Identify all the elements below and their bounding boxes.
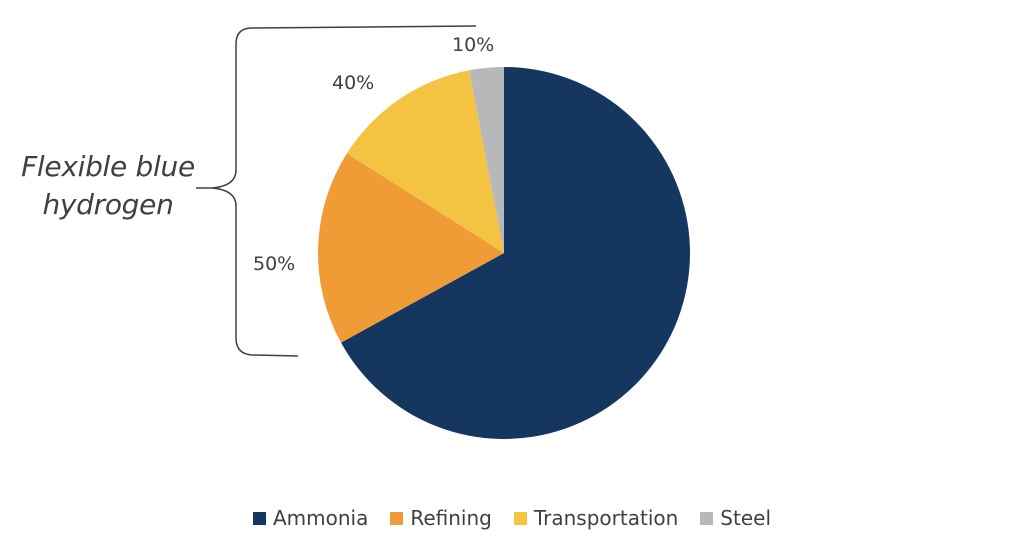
legend-swatch-steel [700, 511, 714, 525]
legend-item-transportation: Transportation [513, 506, 679, 530]
annotation-line-2: hydrogen [42, 188, 174, 221]
chart-legend: Ammonia Refining Transportation Steel [0, 506, 1024, 530]
pie-slice-refining [318, 153, 504, 343]
percent-label-steel: 10% [452, 34, 495, 56]
legend-label-refining: Refining [410, 506, 492, 530]
legend-item-ammonia: Ammonia [252, 506, 369, 530]
legend-swatch-ammonia [252, 511, 266, 525]
pie-slice-transportation [346, 70, 504, 253]
pie-slice-steel [469, 67, 504, 253]
pie-slices [318, 67, 690, 439]
pie-slice-ammonia [341, 67, 690, 439]
percent-label-refining: 50% [253, 253, 296, 275]
legend-label-transportation: Transportation [533, 506, 679, 530]
annotation-line-1: Flexible blue [21, 150, 195, 183]
legend-label-steel: Steel [720, 506, 771, 530]
legend-swatch-refining [390, 511, 404, 525]
legend-item-steel: Steel [700, 506, 771, 530]
legend-label-ammonia: Ammonia [272, 506, 369, 530]
legend-item-refining: Refining [390, 506, 492, 530]
percent-label-transportation: 40% [332, 72, 375, 94]
legend-swatch-transportation [513, 511, 527, 525]
annotation-brace [196, 25, 477, 357]
annotation-label: Flexible blue hydrogen [8, 148, 208, 224]
